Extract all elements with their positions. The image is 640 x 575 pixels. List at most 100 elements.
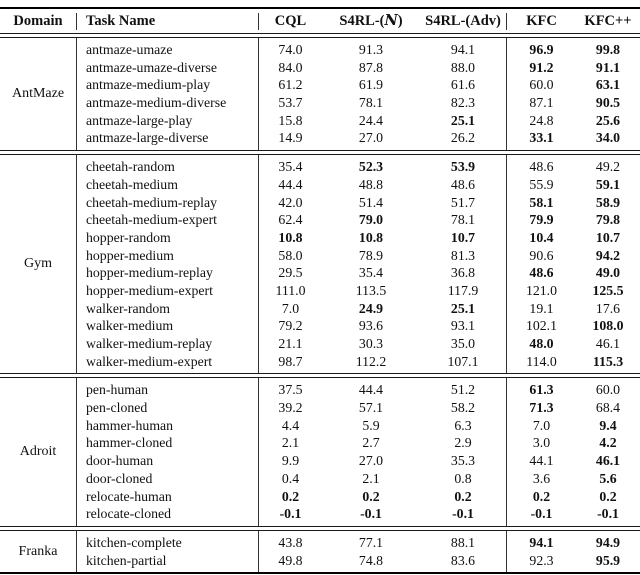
metric-value: 117.9 — [447, 282, 479, 298]
metric-value: 25.6 — [595, 112, 621, 128]
metric-value: 61.6 — [450, 77, 476, 93]
metric-value: 87.8 — [358, 59, 384, 75]
task-name: pen-human — [86, 382, 149, 398]
table-header-row: Domain Task Name CQL S4RL-(N) S4RL-(Adv)… — [0, 9, 640, 33]
value-column: 53.9 48.6 51.7 78.1 10.7 81.3 36.8 117.9 25.1 93.… — [420, 155, 506, 373]
metric-value: 0.2 — [454, 488, 472, 504]
metric-value: 61.2 — [278, 77, 303, 93]
metric-value: 48.6 — [529, 265, 554, 281]
metric-value: 61.9 — [358, 77, 384, 93]
value-column: 35.4 44.4 42.0 62.4 10.8 58.0 29.5 111.0 7.0 79.2… — [258, 155, 322, 374]
task-name: cheetah-medium-expert — [86, 212, 218, 228]
task-name: hopper-medium-replay — [86, 265, 213, 281]
metric-value: 77.1 — [358, 534, 384, 550]
metric-value: 53.7 — [278, 95, 303, 111]
value-column: 61.3 71.3 7.0 3.0 44.1 3.6 0.2 -0.1 — [506, 378, 576, 526]
metric-value: 15.8 — [278, 112, 303, 128]
task-name: kitchen-partial — [86, 552, 167, 568]
metric-value: 88.0 — [450, 59, 476, 75]
task-name: hopper-random — [86, 229, 171, 245]
column-header-cql: CQL — [258, 12, 322, 30]
column-header-domain: Domain — [13, 12, 63, 29]
metric-value: 102.1 — [525, 318, 558, 334]
metric-value: 2.7 — [362, 435, 380, 451]
metric-value: 0.2 — [362, 488, 380, 504]
table-bottom-rule — [0, 572, 640, 575]
metric-value: 4.4 — [281, 417, 300, 433]
task-name: walker-random — [86, 300, 171, 316]
metric-value: 78.1 — [358, 95, 384, 111]
metric-value: 7.0 — [281, 300, 300, 316]
task-name: pen-cloned — [86, 400, 148, 416]
metric-value: 2.1 — [362, 470, 380, 486]
metric-value: 43.8 — [278, 534, 303, 550]
metric-value: 48.8 — [358, 176, 384, 192]
task-name: hopper-medium-expert — [86, 282, 213, 298]
metric-value: 58.1 — [529, 194, 554, 210]
metric-value: 35.4 — [278, 159, 303, 175]
metric-value: 36.8 — [450, 265, 476, 281]
metric-value: 92.3 — [529, 552, 554, 568]
metric-value: 33.1 — [529, 130, 554, 146]
metric-value: 59.1 — [595, 176, 621, 192]
task-name: hopper-medium — [86, 247, 174, 263]
metric-value: -0.1 — [279, 506, 302, 522]
metric-value: 94.9 — [595, 534, 621, 550]
metric-value: 44.4 — [358, 382, 384, 398]
metric-value: 98.7 — [278, 353, 303, 369]
metric-value: 108.0 — [592, 318, 624, 334]
value-column: 74.0 84.0 61.2 53.7 15.8 14.9 — [258, 38, 322, 151]
task-name: cheetah-medium-replay — [86, 194, 218, 210]
metric-value: 84.0 — [278, 59, 303, 75]
task-name: hammer-human — [86, 417, 174, 433]
metric-value: 91.2 — [529, 59, 554, 75]
metric-value: 0.2 — [599, 488, 617, 504]
metric-value: 115.3 — [592, 353, 624, 369]
metric-value: 21.1 — [278, 336, 303, 351]
metric-value: 30.3 — [358, 336, 384, 351]
metric-value: 68.4 — [595, 400, 621, 416]
metric-value: 91.3 — [358, 42, 384, 57]
metric-value: 71.3 — [529, 400, 554, 416]
metric-value: 96.9 — [529, 42, 554, 57]
task-name: antmaze-medium-diverse — [86, 95, 227, 111]
column-header-kfcpp: KFC++ — [584, 12, 632, 29]
metric-value: 90.5 — [595, 95, 621, 111]
value-column: 99.8 91.1 63.1 90.5 25.6 34.0 — [576, 38, 640, 150]
value-column: 94.1 88.0 61.6 82.3 25.1 26.2 — [420, 38, 506, 150]
table-section-adroit: Adroit pen-human pen-cloned hammer-human ham… — [0, 378, 640, 526]
metric-value: 4.2 — [599, 435, 617, 451]
metric-value: 82.3 — [450, 95, 476, 111]
metric-value: 51.4 — [358, 194, 384, 210]
metric-value: 74.8 — [358, 552, 384, 568]
metric-value: 93.1 — [450, 318, 476, 334]
metric-value: 51.2 — [450, 382, 476, 398]
task-name: kitchen-complete — [86, 534, 182, 550]
task-name: walker-medium-expert — [86, 353, 213, 369]
table-top-rule — [0, 7, 640, 9]
metric-value: 46.1 — [595, 336, 621, 351]
metric-value: 17.6 — [595, 300, 621, 316]
metric-value: 112.2 — [355, 353, 387, 369]
table-body: AntMaze antmaze-umaze antmaze-umaze-divers… — [0, 33, 640, 573]
metric-value: 24.4 — [358, 112, 384, 128]
metric-value: 10.8 — [278, 229, 303, 245]
metric-value: 113.5 — [355, 282, 387, 298]
metric-value: 52.3 — [358, 159, 384, 175]
metric-value: 10.7 — [450, 229, 476, 245]
metric-value: 29.5 — [278, 265, 303, 281]
metric-value: 37.5 — [278, 382, 303, 398]
metric-value: 62.4 — [278, 212, 303, 228]
metric-value: 94.2 — [595, 247, 621, 263]
metric-value: -0.1 — [597, 506, 619, 522]
metric-value: 46.1 — [595, 453, 621, 469]
metric-value: 27.0 — [358, 130, 384, 146]
metric-value: 2.1 — [281, 435, 300, 451]
metric-value: 58.2 — [450, 400, 476, 416]
metric-value: 121.0 — [525, 282, 558, 298]
metric-value: 95.9 — [595, 552, 621, 568]
metric-value: 87.1 — [529, 95, 554, 111]
metric-value: 49.8 — [278, 552, 303, 568]
value-column: 49.2 59.1 58.9 79.8 10.7 94.2 49.0 125.5 17.6 108… — [576, 155, 640, 373]
header-divider — [0, 33, 640, 38]
